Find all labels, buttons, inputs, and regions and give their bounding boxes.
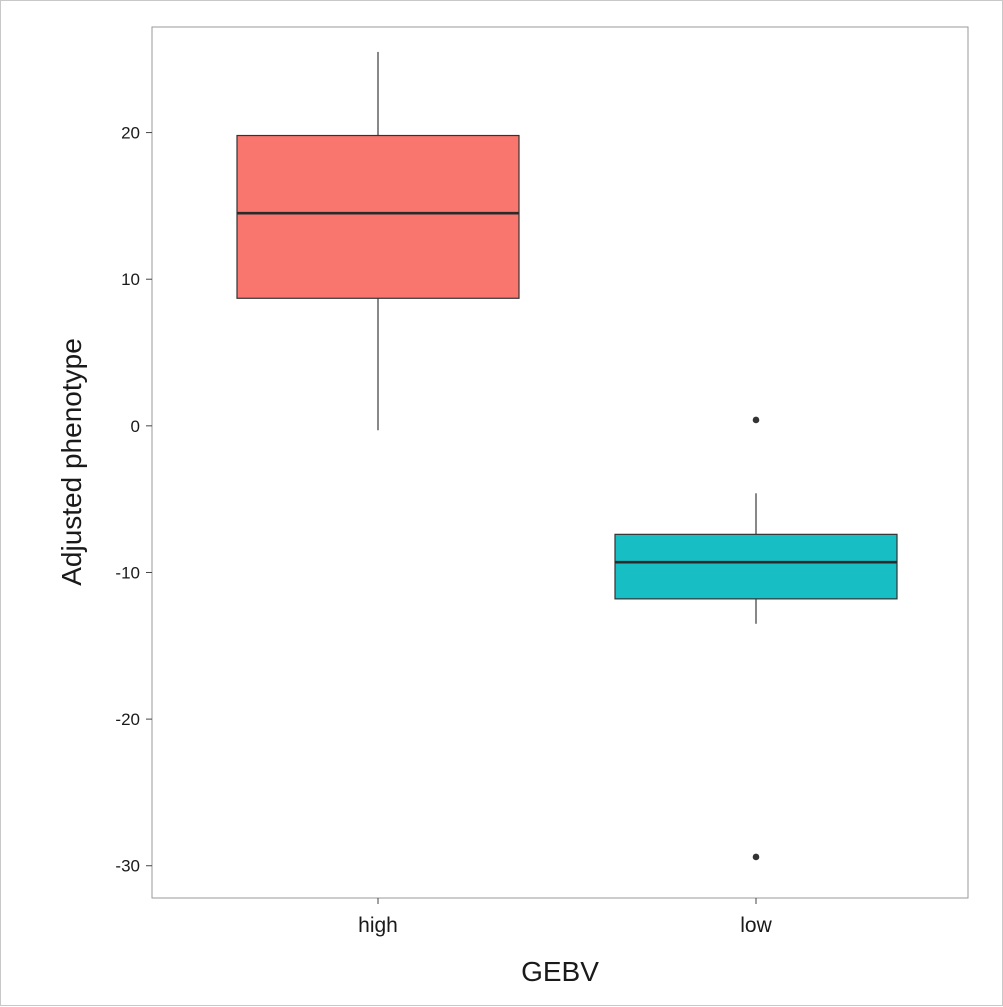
box-low [614, 416, 898, 861]
y-tick-label: -10 [115, 563, 140, 582]
x-tick-label: low [740, 914, 772, 937]
y-tick-label: -30 [115, 857, 140, 876]
y-tick-label: 0 [131, 417, 140, 436]
y-tick-label: -20 [115, 710, 140, 729]
outlier-point [752, 853, 760, 861]
box-high [236, 51, 520, 431]
x-axis-ticks: high low [358, 898, 773, 937]
iqr-box [236, 134, 520, 299]
x-axis-title: GEBV [521, 956, 599, 987]
y-axis-ticks: -30 -20 -10 0 10 20 [115, 124, 152, 876]
iqr-box [614, 533, 898, 600]
y-tick-label: 20 [121, 124, 140, 143]
box-series [236, 51, 898, 861]
x-tick-label: high [358, 914, 398, 937]
y-tick-label: 10 [121, 270, 140, 289]
outlier-point [752, 416, 760, 424]
y-axis-title: Adjusted phenotype [56, 338, 87, 586]
